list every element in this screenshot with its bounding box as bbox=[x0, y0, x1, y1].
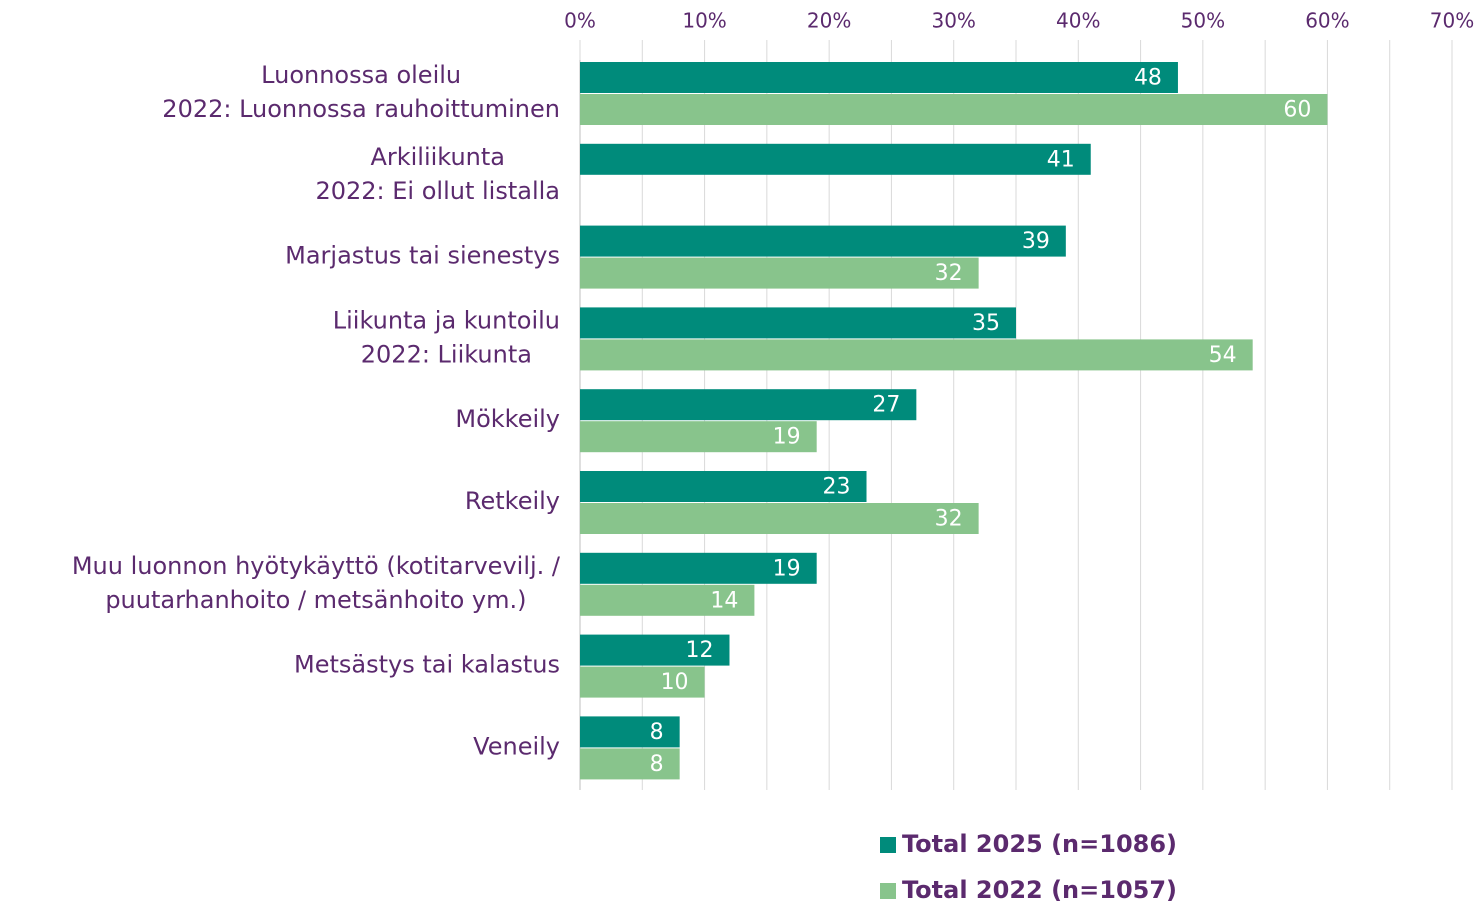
value-label: 32 bbox=[935, 261, 963, 286]
category-label-line: 2022: Ei ollut listalla bbox=[315, 177, 560, 205]
bar bbox=[580, 634, 730, 666]
category-label-line: Mökkeily bbox=[455, 405, 560, 433]
category-label-line: Veneily bbox=[473, 732, 560, 760]
value-label: 32 bbox=[935, 507, 963, 532]
value-label: 10 bbox=[661, 670, 689, 695]
category-label-line: Metsästys tai kalastus bbox=[294, 651, 560, 679]
category-label-line: Luonnossa oleilu bbox=[261, 61, 461, 89]
x-tick-label: 50% bbox=[1181, 9, 1225, 33]
category-label-line: Marjastus tai sienestys bbox=[285, 242, 560, 270]
bar bbox=[580, 503, 979, 534]
value-label: 12 bbox=[685, 638, 713, 663]
category-label: Luonnossa oleilu 2022: Luonnossa rauhoitt… bbox=[162, 61, 560, 123]
value-label: 60 bbox=[1283, 98, 1311, 123]
value-label: 41 bbox=[1047, 147, 1075, 172]
category-label-line: 2022: Liikunta bbox=[361, 340, 532, 368]
legend-swatch bbox=[880, 837, 896, 853]
bar bbox=[580, 307, 1016, 339]
value-label: 27 bbox=[872, 393, 900, 418]
bar bbox=[580, 225, 1066, 257]
bar bbox=[580, 666, 705, 698]
category-label: Muu luonnon hyötykäyttö (kotitarvevilj. … bbox=[72, 552, 561, 614]
value-label: 39 bbox=[1022, 229, 1050, 254]
value-label: 8 bbox=[650, 752, 664, 777]
x-tick-label: 20% bbox=[807, 9, 851, 33]
value-label: 35 bbox=[972, 311, 1000, 336]
category-label: Liikunta ja kuntoilu 2022: Liikunta bbox=[333, 306, 560, 368]
bar bbox=[580, 471, 867, 502]
bar bbox=[580, 584, 755, 616]
bar bbox=[580, 257, 979, 289]
category-label: Arkiliikunta 2022: Ei ollut listalla bbox=[315, 143, 560, 205]
value-label: 23 bbox=[823, 475, 851, 500]
category-label: Retkeily bbox=[465, 487, 560, 515]
bar bbox=[580, 62, 1178, 93]
x-tick-label: 60% bbox=[1305, 9, 1349, 33]
bar bbox=[580, 94, 1328, 125]
value-label: 8 bbox=[650, 720, 664, 745]
value-label: 19 bbox=[773, 425, 801, 450]
bar bbox=[580, 552, 817, 584]
category-label-line: Muu luonnon hyötykäyttö (kotitarvevilj. … bbox=[72, 552, 561, 580]
bar bbox=[580, 143, 1091, 175]
value-label: 48 bbox=[1134, 66, 1162, 91]
legend-swatch bbox=[880, 883, 896, 899]
bar bbox=[580, 716, 680, 748]
bar bbox=[580, 389, 917, 421]
category-label-line: puutarhanhoito / metsänhoito ym.) bbox=[105, 586, 526, 614]
value-label: 14 bbox=[710, 588, 738, 613]
category-label-line: Liikunta ja kuntoilu bbox=[333, 306, 560, 334]
category-label: Veneily bbox=[473, 732, 560, 760]
category-label: Mökkeily bbox=[455, 405, 560, 433]
bar bbox=[580, 339, 1253, 371]
category-label: Marjastus tai sienestys bbox=[285, 242, 560, 270]
bar bbox=[580, 748, 680, 780]
x-tick-label: 70% bbox=[1430, 9, 1474, 33]
x-tick-label: 30% bbox=[931, 9, 975, 33]
x-tick-label: 0% bbox=[564, 9, 596, 33]
value-label: 19 bbox=[773, 556, 801, 581]
category-label: Metsästys tai kalastus bbox=[294, 651, 560, 679]
legend-label: Total 2025 (n=1086) bbox=[902, 830, 1177, 858]
x-tick-label: 40% bbox=[1056, 9, 1100, 33]
category-label-line: Arkiliikunta bbox=[370, 143, 505, 171]
value-label: 54 bbox=[1209, 343, 1237, 368]
legend-label: Total 2022 (n=1057) bbox=[902, 876, 1177, 904]
x-tick-label: 10% bbox=[682, 9, 726, 33]
category-label-line: Retkeily bbox=[465, 487, 560, 515]
bar bbox=[580, 421, 817, 453]
category-label-line: 2022: Luonnossa rauhoittuminen bbox=[162, 95, 560, 123]
